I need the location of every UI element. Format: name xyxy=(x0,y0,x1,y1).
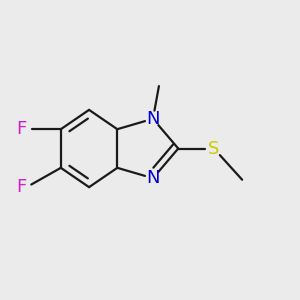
Text: F: F xyxy=(16,120,27,138)
Text: N: N xyxy=(146,169,160,187)
Text: S: S xyxy=(208,140,220,158)
Text: N: N xyxy=(146,110,160,128)
Text: F: F xyxy=(16,178,27,196)
